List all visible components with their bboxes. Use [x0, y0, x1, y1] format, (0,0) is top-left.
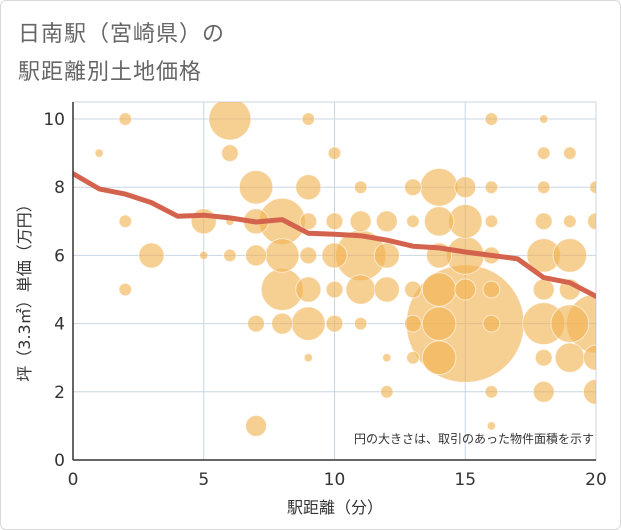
data-bubble [245, 244, 268, 267]
data-bubble [373, 242, 400, 269]
y-tick-label: 4 [54, 315, 65, 335]
data-bubble [484, 385, 499, 399]
data-bubble [532, 380, 555, 403]
data-bubble [539, 114, 549, 124]
data-bubble [303, 353, 314, 363]
data-bubble [421, 272, 457, 307]
x-axis-label: 駅距離（分） [287, 498, 383, 517]
data-bubble [353, 180, 368, 195]
data-bubble [421, 340, 457, 376]
data-bubble [587, 212, 596, 231]
data-bubble [380, 385, 394, 399]
size-note: 円の大きさは、取引のあった物件面積を示す [354, 431, 594, 446]
data-bubble [484, 112, 499, 126]
data-bubble [325, 212, 344, 231]
data-bubble [563, 146, 577, 160]
data-bubble [299, 212, 318, 231]
data-bubble [138, 242, 165, 269]
data-bubble [118, 282, 133, 297]
data-bubble [532, 278, 555, 301]
data-bubble [301, 112, 316, 126]
x-tick-label: 0 [68, 470, 79, 490]
data-bubble [406, 214, 420, 229]
trend-line [73, 171, 596, 299]
data-bubble [534, 348, 553, 367]
data-bubble [375, 210, 398, 233]
data-bubble [582, 344, 596, 371]
data-bubble [406, 350, 420, 365]
chart-title-line2: 駅距離別土地価格 [18, 60, 203, 85]
data-bubble [423, 206, 455, 237]
y-tick-label: 6 [54, 246, 65, 266]
data-bubble [345, 274, 376, 305]
data-bubble [295, 276, 322, 303]
data-bubble [325, 280, 344, 299]
data-bubble [264, 238, 300, 273]
data-bubble [245, 414, 268, 437]
data-bubble [295, 174, 322, 201]
data-bubble [382, 353, 392, 363]
data-bubble [484, 214, 499, 229]
y-tick-label: 8 [54, 178, 65, 198]
data-bubble [404, 178, 422, 197]
axes: 0 5 10 15 20 0 2 4 6 8 10 [43, 102, 607, 490]
x-tick-label: 10 [324, 470, 346, 490]
data-bubble [534, 212, 553, 231]
data-bubble [199, 250, 209, 261]
data-bubble [118, 112, 133, 126]
data-bubble [349, 210, 372, 233]
data-bubble [327, 146, 342, 160]
data-bubble [94, 148, 104, 158]
data-bubble [223, 248, 237, 263]
data-bubble [454, 278, 477, 301]
data-bubble [353, 316, 368, 331]
x-tick-label: 20 [585, 470, 607, 490]
data-bubble [299, 246, 318, 265]
bubble-series [94, 102, 596, 437]
data-bubble [118, 214, 133, 229]
data-bubble [484, 180, 499, 195]
y-axis-label: 坪（3.3㎡）単価（万円） [15, 196, 34, 381]
data-bubble [419, 167, 459, 207]
data-bubble [482, 314, 501, 333]
y-tick-label: 0 [54, 451, 65, 471]
data-bubble [582, 378, 596, 405]
data-bubble [321, 242, 348, 269]
data-bubble [404, 314, 422, 333]
data-bubble [552, 238, 588, 273]
data-bubble [238, 169, 274, 205]
data-bubble [271, 312, 294, 335]
data-bubble [208, 102, 252, 141]
data-bubble [454, 176, 477, 199]
y-tick-label: 2 [54, 383, 65, 403]
data-bubble [554, 342, 586, 373]
data-bubble [486, 421, 497, 431]
data-bubble [291, 306, 326, 341]
trend-series [73, 171, 596, 299]
data-bubble [190, 208, 217, 235]
chart-title-line1: 日南駅（宮崎県）の [18, 22, 226, 47]
data-bubble [373, 276, 400, 303]
x-tick-label: 5 [198, 470, 209, 490]
data-bubble [536, 180, 551, 195]
y-tick-label: 10 [43, 110, 65, 130]
data-bubble [404, 280, 422, 299]
data-bubble [550, 304, 590, 344]
data-bubble [589, 180, 596, 195]
data-bubble [247, 314, 265, 333]
data-bubble [482, 280, 501, 299]
data-bubble [221, 144, 239, 163]
data-bubble [325, 314, 344, 333]
data-bubble [536, 146, 551, 160]
data-bubble [563, 214, 577, 229]
data-bubble [421, 306, 457, 341]
x-tick-label: 15 [454, 470, 476, 490]
